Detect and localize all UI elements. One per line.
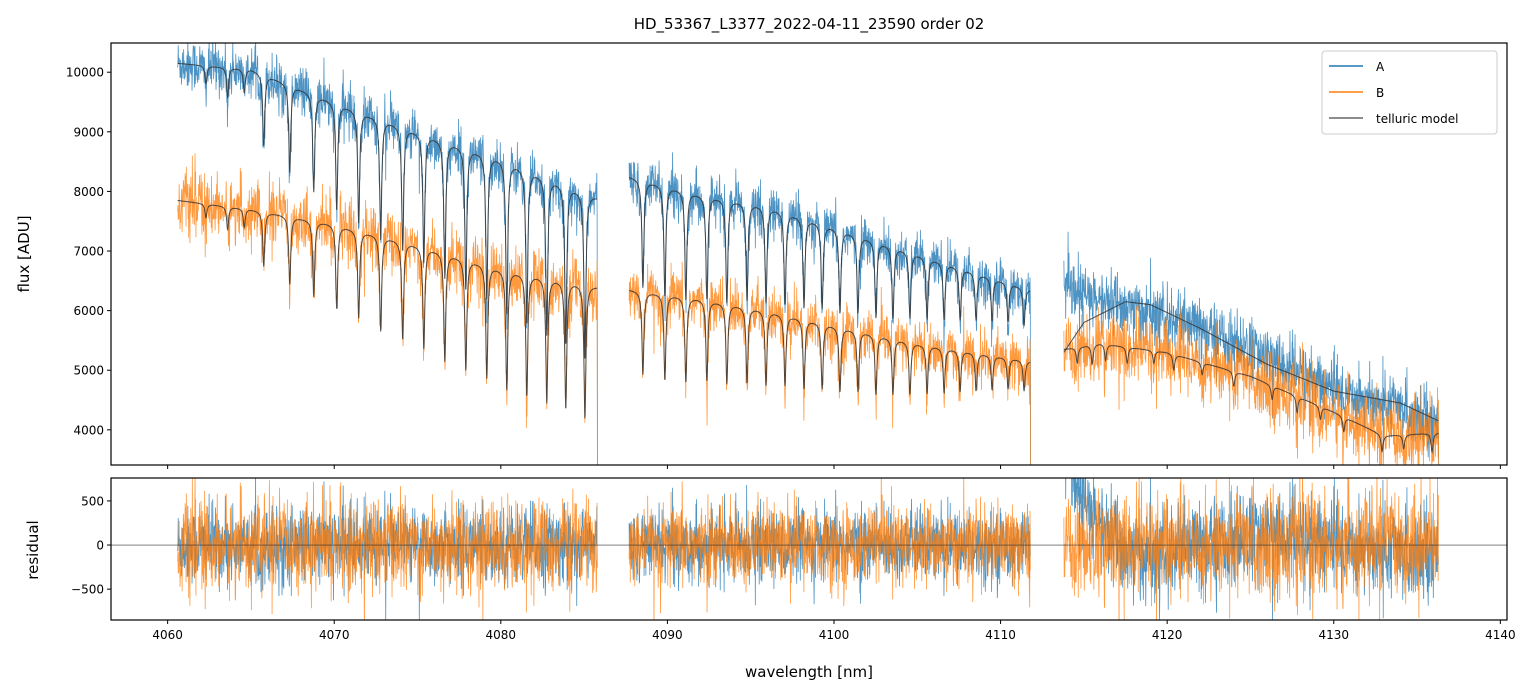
legend-label-A: A	[1376, 60, 1385, 74]
series-A-segment-1	[177, 43, 598, 465]
legend: A B telluric model	[1321, 50, 1498, 135]
flux-plot-area	[177, 43, 1440, 465]
residual-y-tick-label: 500	[81, 494, 104, 508]
x-tick-label: 4110	[985, 628, 1016, 642]
residual-B-segment-2	[628, 478, 1031, 620]
flux-y-tick-label: 5000	[73, 364, 104, 378]
telluric-model-A-segment-2	[628, 177, 1031, 327]
telluric-model-A-segment-1	[177, 62, 598, 359]
residual-B-segment-3	[1063, 478, 1439, 620]
residual-plot-area	[111, 478, 1507, 620]
residual-A-segment-2	[628, 484, 1031, 606]
residual-y-tick-label: −500	[71, 583, 104, 597]
x-tick-label: 4140	[1485, 628, 1516, 642]
x-tick-label: 4080	[486, 628, 517, 642]
x-tick-label: 4130	[1318, 628, 1349, 642]
y-axis-label-flux: flux [ADU]	[15, 215, 33, 292]
legend-label-model: telluric model	[1376, 112, 1458, 126]
telluric-model-B-segment-1	[177, 200, 598, 419]
telluric-model-B-segment-2	[628, 290, 1031, 396]
residual-axes-frame	[110, 477, 1508, 621]
y-axis-label-residual: residual	[24, 520, 42, 579]
residual-A-segment-3	[1065, 478, 1439, 620]
flux-y-tick-label: 9000	[73, 125, 104, 139]
series-B-segment-3	[1063, 302, 1440, 465]
residual-y-tick-label: 0	[96, 539, 104, 553]
x-tick-label: 4100	[819, 628, 850, 642]
x-tick-label: 4070	[319, 628, 350, 642]
flux-y-tick-label: 4000	[73, 423, 104, 437]
telluric-model-A-segment-3	[1063, 301, 1439, 422]
x-tick-label: 4060	[152, 628, 183, 642]
flux-y-tick-label: 10000	[66, 66, 104, 80]
residual-B-segment-1	[177, 478, 598, 620]
series-B-segment-1	[177, 153, 598, 465]
axis-ticks: 4060 4070 4080 4090 4100 4110 4120 4130 4140 4000…	[66, 66, 1516, 642]
flux-y-tick-label: 8000	[73, 185, 104, 199]
x-tick-label: 4090	[652, 628, 683, 642]
x-axis-label: wavelength [nm]	[745, 663, 873, 681]
x-tick-label: 4120	[1152, 628, 1183, 642]
flux-axes-frame	[110, 42, 1508, 466]
chart-title: HD_53367_L3377_2022-04-11_23590 order 02	[634, 15, 985, 34]
legend-label-B: B	[1376, 86, 1384, 100]
telluric-model-B-segment-3	[1063, 344, 1439, 454]
flux-y-tick-label: 7000	[73, 245, 104, 259]
flux-y-tick-label: 6000	[73, 304, 104, 318]
series-B-segment-2	[628, 261, 1031, 465]
